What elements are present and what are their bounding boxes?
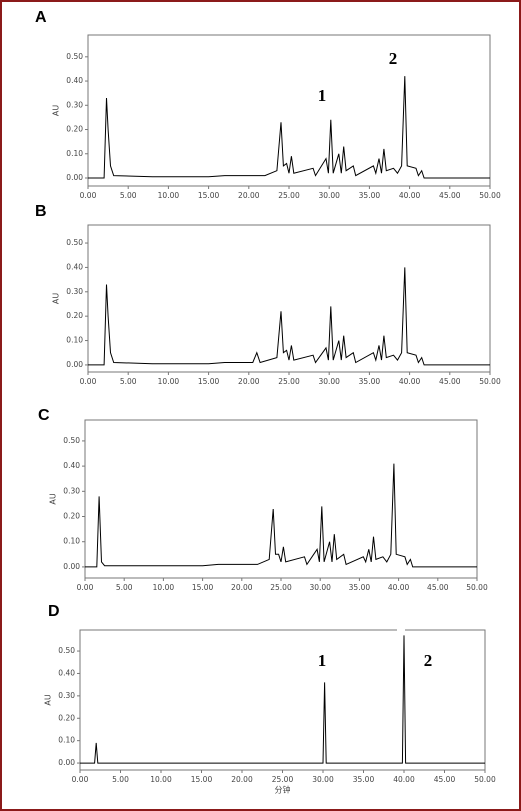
x-tick-label: 0.00 bbox=[77, 583, 94, 592]
y-tick-label: 0.00 bbox=[58, 758, 75, 767]
plot-frame bbox=[87, 224, 491, 373]
plot-frame bbox=[87, 34, 491, 187]
peak-annotation: 2 bbox=[389, 49, 398, 68]
x-tick-label: 0.00 bbox=[80, 191, 97, 200]
y-tick-label: 0.20 bbox=[66, 311, 83, 320]
y-tick-label: 0.10 bbox=[66, 336, 83, 345]
x-tick-label: 35.00 bbox=[359, 191, 381, 200]
y-tick-label: 0.00 bbox=[66, 360, 83, 369]
y-tick-label: 0.40 bbox=[66, 262, 83, 271]
panel-label: D bbox=[48, 603, 60, 620]
peak-annotation: 2 bbox=[424, 651, 433, 670]
chromatogram-line bbox=[85, 463, 477, 568]
y-tick-label: 0.50 bbox=[58, 646, 75, 655]
x-tick-label: 5.00 bbox=[120, 191, 137, 200]
x-tick-label: 25.00 bbox=[278, 377, 300, 386]
y-tick-label: 0.50 bbox=[66, 238, 83, 247]
x-tick-label: 35.00 bbox=[349, 583, 371, 592]
x-tick-label: 50.00 bbox=[479, 377, 501, 386]
y-tick-label: 0.20 bbox=[58, 713, 75, 722]
x-tick-label: 5.00 bbox=[116, 583, 133, 592]
panel-label: C bbox=[38, 407, 50, 424]
y-tick-label: 0.30 bbox=[66, 100, 83, 109]
chromatogram-line bbox=[88, 267, 490, 366]
x-tick-label: 45.00 bbox=[434, 775, 456, 784]
y-tick-label: 0.30 bbox=[63, 486, 80, 495]
y-tick-label: 0.10 bbox=[66, 149, 83, 158]
x-tick-label: 0.00 bbox=[80, 377, 97, 386]
x-tick-label: 35.00 bbox=[359, 377, 381, 386]
panel-label: B bbox=[35, 203, 47, 220]
x-tick-label: 20.00 bbox=[238, 377, 260, 386]
y-axis-label: AU bbox=[52, 293, 61, 304]
x-tick-label: 15.00 bbox=[198, 377, 220, 386]
x-tick-label: 50.00 bbox=[466, 583, 488, 592]
x-tick-label: 50.00 bbox=[479, 191, 501, 200]
x-tick-label: 45.00 bbox=[439, 191, 461, 200]
x-tick-label: 40.00 bbox=[399, 191, 421, 200]
peak-annotation: 1 bbox=[318, 651, 327, 670]
x-tick-label: 20.00 bbox=[231, 583, 253, 592]
panel-label: A bbox=[35, 9, 47, 26]
x-tick-label: 5.00 bbox=[120, 377, 137, 386]
x-tick-label: 15.00 bbox=[198, 191, 220, 200]
y-tick-label: 0.40 bbox=[66, 76, 83, 85]
x-tick-label: 25.00 bbox=[272, 775, 294, 784]
x-tick-label: 10.00 bbox=[150, 775, 172, 784]
x-tick-label: 25.00 bbox=[270, 583, 292, 592]
x-tick-label: 30.00 bbox=[309, 583, 331, 592]
x-tick-label: 20.00 bbox=[238, 191, 260, 200]
x-tick-label: 15.00 bbox=[191, 775, 213, 784]
y-tick-label: 0.10 bbox=[63, 537, 80, 546]
y-axis-label: AU bbox=[52, 105, 61, 116]
y-tick-label: 0.30 bbox=[66, 287, 83, 296]
y-tick-label: 0.50 bbox=[66, 52, 83, 61]
x-tick-label: 50.00 bbox=[474, 775, 496, 784]
peak-annotation: 1 bbox=[318, 86, 327, 105]
y-tick-label: 0.00 bbox=[63, 562, 80, 571]
x-axis-label: 分钟 bbox=[275, 785, 291, 795]
x-tick-label: 15.00 bbox=[192, 583, 214, 592]
x-tick-label: 35.00 bbox=[353, 775, 375, 784]
chromatogram-line bbox=[88, 76, 490, 179]
x-tick-label: 30.00 bbox=[312, 775, 334, 784]
x-tick-label: 45.00 bbox=[439, 377, 461, 386]
y-tick-label: 0.00 bbox=[66, 173, 83, 182]
x-tick-label: 5.00 bbox=[112, 775, 129, 784]
y-axis-label: AU bbox=[49, 493, 58, 504]
y-tick-label: 0.40 bbox=[58, 668, 75, 677]
x-tick-label: 40.00 bbox=[393, 775, 415, 784]
x-tick-label: 40.00 bbox=[388, 583, 410, 592]
plot-frame bbox=[84, 419, 478, 579]
x-tick-label: 0.00 bbox=[72, 775, 89, 784]
x-tick-label: 10.00 bbox=[153, 583, 175, 592]
y-tick-label: 0.50 bbox=[63, 436, 80, 445]
y-tick-label: 0.10 bbox=[58, 736, 75, 745]
y-tick-label: 0.20 bbox=[63, 512, 80, 521]
x-tick-label: 25.00 bbox=[278, 191, 300, 200]
chromatogram-line bbox=[80, 635, 485, 764]
x-tick-label: 30.00 bbox=[318, 191, 340, 200]
y-tick-label: 0.30 bbox=[58, 691, 75, 700]
x-tick-label: 30.00 bbox=[318, 377, 340, 386]
x-tick-label: 20.00 bbox=[231, 775, 253, 784]
x-tick-label: 40.00 bbox=[399, 377, 421, 386]
y-axis-label: AU bbox=[44, 694, 53, 705]
x-tick-label: 10.00 bbox=[158, 191, 180, 200]
x-tick-label: 45.00 bbox=[427, 583, 449, 592]
x-tick-label: 10.00 bbox=[158, 377, 180, 386]
y-tick-label: 0.40 bbox=[63, 461, 80, 470]
y-tick-label: 0.20 bbox=[66, 125, 83, 134]
